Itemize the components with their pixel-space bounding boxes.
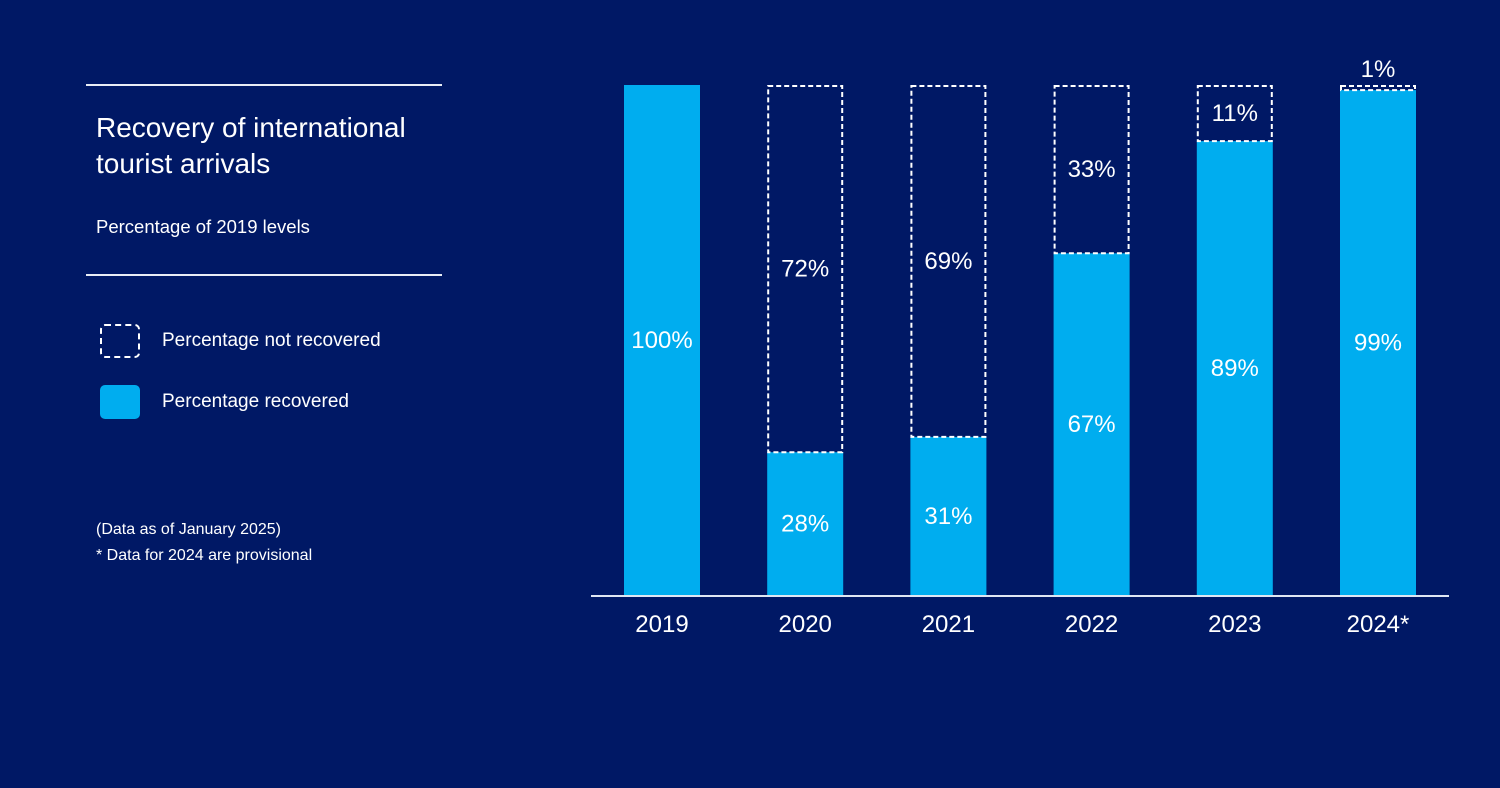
data-date-note: (Data as of January 2025) [96, 521, 281, 538]
bottom-divider [86, 274, 442, 276]
x-tick-label: 2020 [779, 611, 832, 638]
label-recovered: 31% [924, 503, 972, 530]
label-not-recovered: 69% [924, 248, 972, 275]
solid-swatch-icon [100, 385, 140, 419]
bar-recovered [910, 436, 987, 595]
label-recovered: 99% [1354, 330, 1402, 357]
chart-title: Recovery of international tourist arriva… [96, 112, 406, 179]
label-recovered: 100% [631, 327, 692, 354]
label-not-recovered: 33% [1068, 156, 1116, 183]
bar-not-recovered [1340, 85, 1416, 92]
label-recovered: 89% [1211, 355, 1259, 382]
x-tick-label: 2021 [922, 611, 975, 638]
bar-not-recovered [1053, 85, 1130, 255]
bar-recovered [624, 85, 700, 595]
label-not-recovered: 11% [1212, 100, 1258, 127]
bar-recovered [1340, 90, 1416, 595]
legend-item-recovered: Percentage recovered [100, 385, 349, 419]
label-recovered: 28% [781, 511, 829, 538]
x-tick-label: 2019 [635, 611, 688, 638]
x-tick-label: 2023 [1208, 611, 1261, 638]
legend-label: Percentage recovered [162, 391, 349, 412]
x-tick-label: 2022 [1065, 611, 1118, 638]
label-not-recovered: 1% [1361, 56, 1396, 83]
bar-not-recovered [767, 85, 844, 454]
x-tick-label: 2024* [1347, 611, 1410, 638]
bar-recovered [1053, 253, 1130, 596]
top-divider [86, 84, 442, 86]
provisional-note: * Data for 2024 are provisional [96, 547, 313, 564]
legend-item-not-recovered: Percentage not recovered [100, 324, 381, 358]
bar-not-recovered [910, 85, 987, 438]
label-recovered: 67% [1068, 411, 1116, 438]
label-not-recovered: 72% [781, 256, 829, 283]
bar-recovered [767, 452, 844, 595]
bar-recovered [1196, 141, 1273, 595]
dashed-swatch-icon [100, 324, 140, 358]
legend-label: Percentage not recovered [162, 330, 381, 351]
chart-subtitle: Percentage of 2019 levels [96, 216, 310, 237]
bar-not-recovered [1196, 85, 1273, 143]
